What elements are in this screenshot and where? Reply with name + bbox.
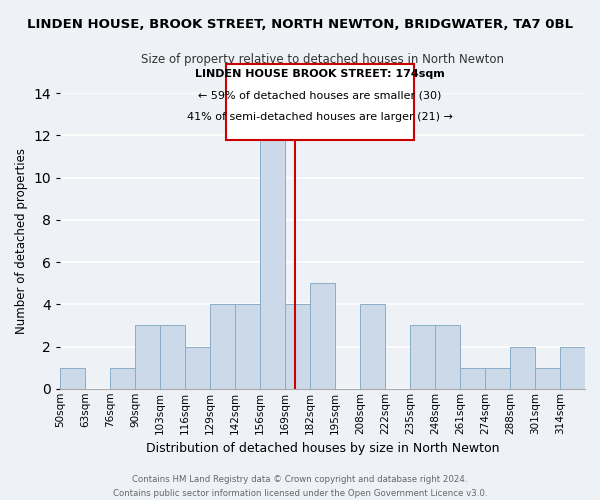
Bar (560, 346, 585, 389)
Bar (185, 346, 210, 389)
Bar (60, 368, 85, 389)
Bar (310, 283, 335, 389)
Bar (360, 304, 385, 389)
Bar (510, 346, 535, 389)
Bar (485, 368, 510, 389)
Bar (160, 326, 185, 389)
Bar (460, 368, 485, 389)
Text: 41% of semi-detached houses are larger (21) →: 41% of semi-detached houses are larger (… (187, 112, 452, 122)
Bar (110, 368, 135, 389)
Text: LINDEN HOUSE BROOK STREET: 174sqm: LINDEN HOUSE BROOK STREET: 174sqm (195, 69, 445, 79)
Bar (435, 326, 460, 389)
Bar (535, 368, 560, 389)
X-axis label: Distribution of detached houses by size in North Newton: Distribution of detached houses by size … (146, 442, 499, 455)
Title: Size of property relative to detached houses in North Newton: Size of property relative to detached ho… (141, 52, 504, 66)
Bar (410, 326, 435, 389)
Text: ← 59% of detached houses are smaller (30): ← 59% of detached houses are smaller (30… (198, 90, 442, 101)
Bar (235, 304, 260, 389)
Text: LINDEN HOUSE, BROOK STREET, NORTH NEWTON, BRIDGWATER, TA7 0BL: LINDEN HOUSE, BROOK STREET, NORTH NEWTON… (27, 18, 573, 30)
Bar (285, 304, 310, 389)
Y-axis label: Number of detached properties: Number of detached properties (15, 148, 28, 334)
Bar (210, 304, 235, 389)
Bar (260, 136, 285, 389)
Text: Contains HM Land Registry data © Crown copyright and database right 2024.
Contai: Contains HM Land Registry data © Crown c… (113, 476, 487, 498)
Bar (135, 326, 160, 389)
